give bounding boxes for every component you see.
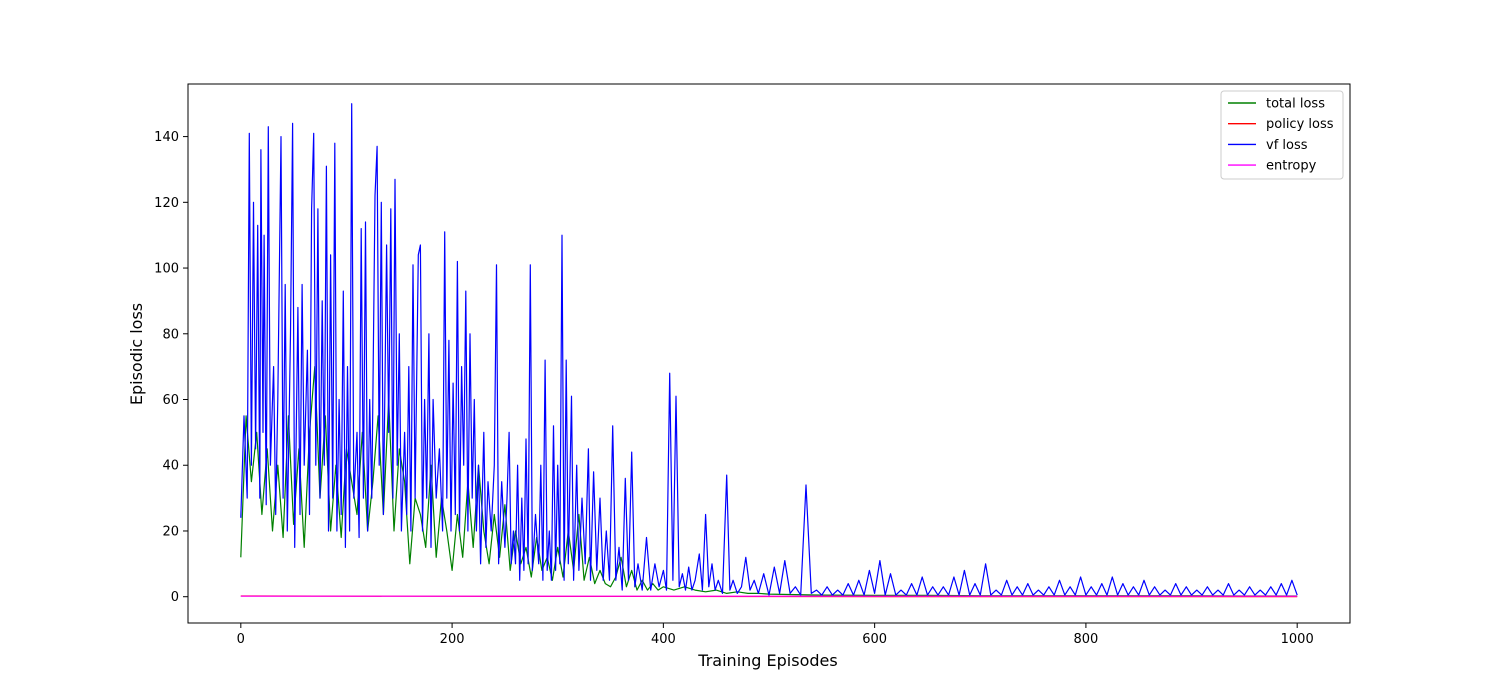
x-tick-label: 200 bbox=[440, 632, 465, 647]
y-tick-label: 120 bbox=[154, 196, 179, 211]
x-tick-label: 400 bbox=[651, 632, 676, 647]
x-axis-ticks: 0 200 400 600 800 1000 bbox=[237, 623, 1314, 647]
legend-label-policy-loss: policy loss bbox=[1266, 117, 1334, 132]
y-tick-label: 20 bbox=[162, 524, 179, 539]
legend-label-entropy: entropy bbox=[1266, 159, 1317, 174]
x-tick-label: 600 bbox=[862, 632, 887, 647]
y-tick-label: 0 bbox=[171, 590, 179, 605]
y-tick-label: 100 bbox=[154, 262, 179, 277]
y-axis-label: Episodic loss bbox=[127, 303, 146, 405]
series-layer bbox=[240, 103, 1298, 598]
plot-frame bbox=[187, 83, 1351, 624]
y-tick-label: 140 bbox=[154, 130, 179, 145]
y-tick-label: 80 bbox=[162, 327, 179, 342]
legend-box bbox=[1220, 90, 1344, 180]
legend-label-vf-loss: vf loss bbox=[1266, 138, 1308, 153]
x-tick-label: 800 bbox=[1073, 632, 1098, 647]
y-tick-label: 60 bbox=[162, 393, 179, 408]
x-axis-label: Training Episodes bbox=[697, 651, 837, 670]
legend: total loss policy loss vf loss entropy bbox=[1220, 90, 1344, 180]
x-tick-label: 1000 bbox=[1281, 632, 1314, 647]
x-tick-label: 0 bbox=[237, 632, 245, 647]
legend-label-total-loss: total loss bbox=[1266, 97, 1325, 112]
series-line-vf-loss bbox=[240, 103, 1298, 596]
y-axis-ticks: 0 20 40 60 80 100 120 140 bbox=[154, 130, 188, 605]
y-tick-label: 40 bbox=[162, 459, 179, 474]
